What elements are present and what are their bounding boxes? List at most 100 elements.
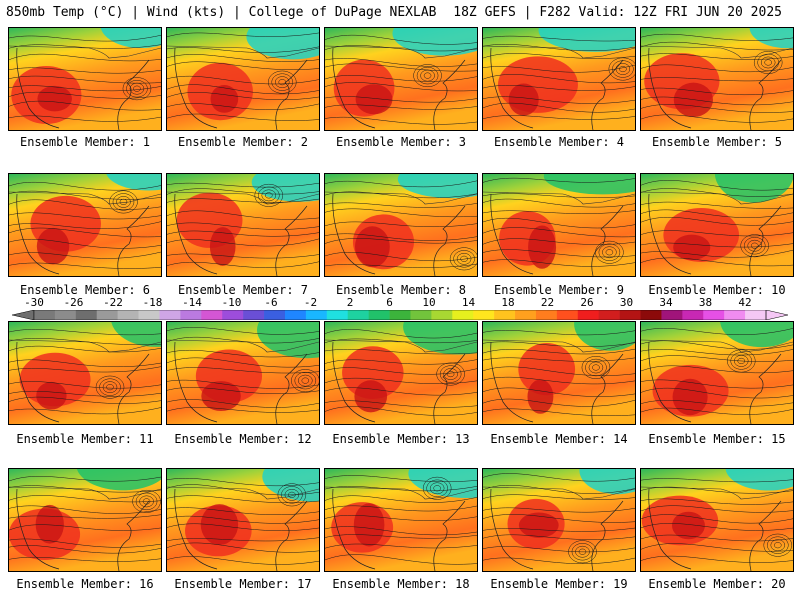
temperature-wind-map bbox=[167, 469, 319, 571]
colorbar-swatch bbox=[745, 310, 767, 320]
temperature-wind-map bbox=[167, 28, 319, 130]
colorbar-swatch bbox=[619, 310, 641, 320]
colorbar-swatch bbox=[515, 310, 537, 320]
temperature-wind-map bbox=[641, 174, 793, 276]
colorbar-tick-label: 22 bbox=[540, 296, 555, 309]
colorbar-swatch bbox=[264, 310, 286, 320]
temperature-wind-map bbox=[167, 322, 319, 424]
colorbar-tick-label: 18 bbox=[501, 296, 515, 309]
colorbar-swatch bbox=[368, 310, 390, 320]
colorbar-tick-label: 26 bbox=[580, 296, 594, 309]
colorbar-swatch bbox=[410, 310, 432, 320]
temperature-wind-map bbox=[9, 28, 161, 130]
ensemble-member-map bbox=[166, 321, 320, 425]
ensemble-member-map bbox=[482, 27, 636, 131]
colorbar-swatch bbox=[159, 310, 181, 320]
ensemble-member-map bbox=[482, 173, 636, 277]
colorbar-min-arrow bbox=[12, 310, 35, 320]
temperature-wind-map bbox=[9, 322, 161, 424]
colorbar-swatch bbox=[556, 310, 579, 320]
colorbar-max-arrow bbox=[765, 310, 788, 320]
colorbar-swatch bbox=[326, 310, 349, 320]
colorbar-swatch bbox=[535, 310, 558, 320]
colorbar-tick-label: 2 bbox=[346, 296, 354, 309]
ensemble-member-label: Ensemble Member: 12 bbox=[174, 432, 312, 446]
colorbar-swatch bbox=[724, 310, 746, 320]
ensemble-member-label: Ensemble Member: 9 bbox=[493, 283, 625, 297]
temperature-wind-map bbox=[325, 28, 477, 130]
ensemble-member-map bbox=[482, 321, 636, 425]
ensemble-member-label: Ensemble Member: 7 bbox=[177, 283, 309, 297]
temperature-wind-map bbox=[325, 322, 477, 424]
colorbar-swatch bbox=[452, 310, 474, 320]
ensemble-member-label: Ensemble Member: 11 bbox=[16, 432, 154, 446]
colorbar-swatch bbox=[577, 310, 599, 320]
colorbar-swatch bbox=[661, 310, 683, 320]
colorbar-tick-label: -6 bbox=[264, 296, 278, 309]
ensemble-member-label: Ensemble Member: 8 bbox=[335, 283, 467, 297]
colorbar-swatch bbox=[34, 310, 56, 320]
ensemble-member-label: Ensemble Member: 2 bbox=[177, 135, 309, 149]
ensemble-member-map bbox=[640, 468, 794, 572]
temperature-wind-map bbox=[167, 174, 319, 276]
model-run-info: 18Z GEFS | F282 Valid: 12Z FRI JUN 20 20… bbox=[453, 5, 782, 20]
temperature-wind-map bbox=[483, 469, 635, 571]
ensemble-member-label: Ensemble Member: 6 bbox=[19, 283, 151, 297]
colorbar-tick-label: -18 bbox=[142, 296, 163, 309]
ensemble-member-map bbox=[324, 173, 478, 277]
ensemble-member-label: Ensemble Member: 17 bbox=[174, 577, 312, 591]
temperature-wind-map bbox=[641, 322, 793, 424]
temperature-colorbar bbox=[12, 310, 788, 320]
colorbar-tick-label: 42 bbox=[738, 296, 752, 309]
colorbar-swatch bbox=[180, 310, 202, 320]
ensemble-member-map bbox=[8, 321, 162, 425]
ensemble-member-map bbox=[8, 27, 162, 131]
colorbar-tick-label: 14 bbox=[461, 296, 476, 309]
colorbar-swatch bbox=[389, 310, 411, 320]
ensemble-member-label: Ensemble Member: 16 bbox=[16, 577, 154, 591]
colorbar-swatch bbox=[473, 310, 495, 320]
ensemble-member-map bbox=[166, 468, 320, 572]
ensemble-member-label: Ensemble Member: 18 bbox=[332, 577, 470, 591]
ensemble-member-label: Ensemble Member: 19 bbox=[490, 577, 628, 591]
colorbar-tick-label: -10 bbox=[221, 296, 242, 309]
colorbar-tick-label: -30 bbox=[24, 296, 44, 309]
ensemble-member-map bbox=[640, 173, 794, 277]
ensemble-member-map bbox=[640, 321, 794, 425]
colorbar-swatch bbox=[347, 310, 369, 320]
colorbar-swatch bbox=[682, 310, 704, 320]
ensemble-member-label: Ensemble Member: 5 bbox=[651, 135, 783, 149]
ensemble-member-label: Ensemble Member: 10 bbox=[648, 283, 786, 297]
colorbar-swatch bbox=[243, 310, 265, 320]
colorbar-swatch bbox=[284, 310, 307, 320]
temperature-wind-map bbox=[483, 28, 635, 130]
colorbar-swatch bbox=[222, 310, 244, 320]
colorbar-swatch bbox=[431, 310, 453, 320]
ensemble-member-map bbox=[324, 468, 478, 572]
ensemble-member-label: Ensemble Member: 1 bbox=[19, 135, 151, 149]
colorbar-swatch bbox=[703, 310, 725, 320]
colorbar-swatch bbox=[54, 310, 77, 320]
temperature-wind-map bbox=[483, 322, 635, 424]
ensemble-member-map bbox=[640, 27, 794, 131]
temperature-wind-map bbox=[641, 28, 793, 130]
temperature-wind-map bbox=[325, 469, 477, 571]
ensemble-member-map bbox=[166, 27, 320, 131]
ensemble-member-label: Ensemble Member: 20 bbox=[648, 577, 786, 591]
colorbar-swatch bbox=[75, 310, 98, 320]
temperature-wind-map bbox=[9, 469, 161, 571]
ensemble-member-map bbox=[8, 468, 162, 572]
ensemble-member-label: Ensemble Member: 13 bbox=[332, 432, 470, 446]
colorbar-tick-label: -22 bbox=[103, 296, 123, 309]
colorbar-tick-label: 6 bbox=[386, 296, 393, 309]
ensemble-member-label: Ensemble Member: 3 bbox=[335, 135, 467, 149]
colorbar-tick-label: 34 bbox=[659, 296, 673, 309]
ensemble-member-label: Ensemble Member: 15 bbox=[648, 432, 786, 446]
colorbar-tick-label: 30 bbox=[619, 296, 634, 309]
temperature-wind-map bbox=[483, 174, 635, 276]
ensemble-member-map bbox=[166, 173, 320, 277]
colorbar-tick-label: -14 bbox=[182, 296, 202, 309]
colorbar-swatch bbox=[117, 310, 139, 320]
ensemble-member-map bbox=[8, 173, 162, 277]
colorbar-swatch bbox=[138, 310, 160, 320]
